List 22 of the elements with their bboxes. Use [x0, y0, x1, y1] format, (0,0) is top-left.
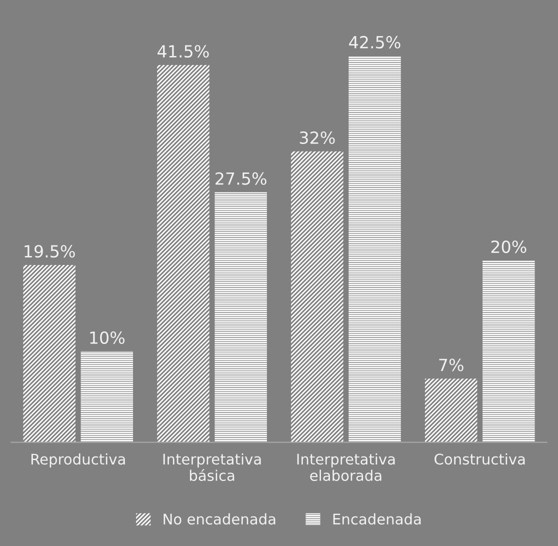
- x-tick-label: Interpretativa elaborada: [297, 453, 395, 481]
- bar: [424, 378, 478, 442]
- x-tick-label: Interpretativa básica: [163, 453, 261, 481]
- data-label: 27.5%: [216, 172, 266, 185]
- data-label: 42.5%: [349, 36, 400, 49]
- bar: [214, 192, 267, 442]
- legend-label: No encadenada: [164, 513, 276, 525]
- data-label: 19.5%: [24, 245, 75, 258]
- bar: [482, 260, 535, 442]
- x-tick-label: Constructiva: [434, 453, 525, 465]
- bar: [157, 65, 210, 442]
- data-label: 20%: [491, 240, 526, 254]
- bar: [348, 56, 401, 442]
- legend-label: Encadenada: [333, 513, 421, 525]
- bar: [291, 151, 344, 442]
- data-label: 10%: [90, 331, 125, 344]
- x-tick-label: Reproductiva: [31, 453, 125, 468]
- data-label: 7%: [439, 358, 464, 372]
- bar: [80, 351, 134, 442]
- data-label: 41.5%: [158, 45, 209, 58]
- bar: [23, 265, 76, 442]
- data-label: 32%: [300, 131, 335, 144]
